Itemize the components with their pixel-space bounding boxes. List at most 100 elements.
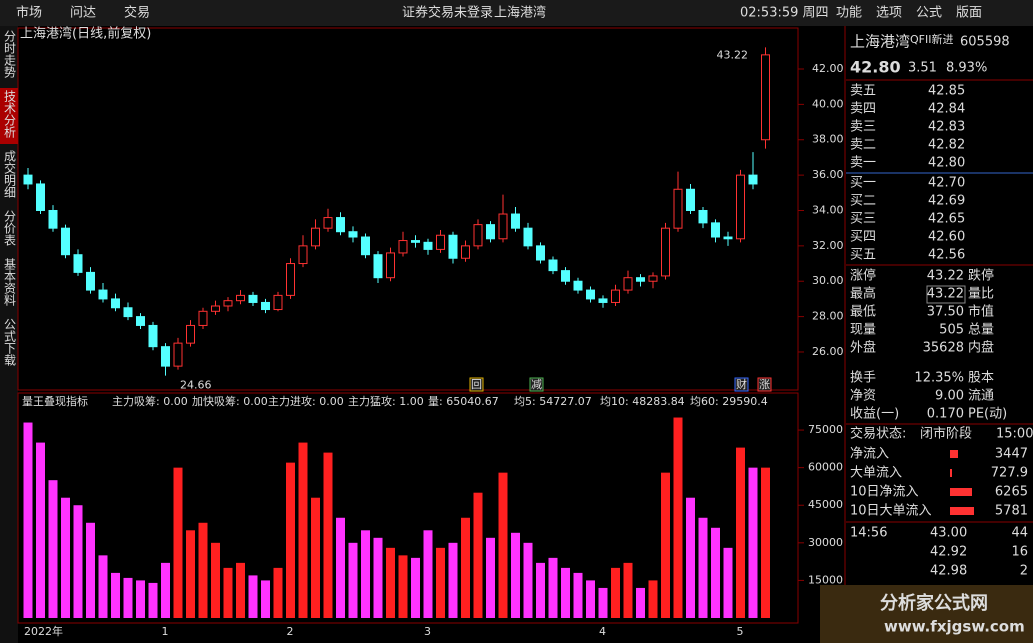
candle-body bbox=[698, 209, 708, 224]
volume-bar bbox=[561, 567, 570, 618]
volume-bar bbox=[36, 442, 45, 618]
event-flag[interactable]: 回 bbox=[471, 378, 482, 391]
candle-body bbox=[48, 209, 58, 229]
y-tick-label: 60000 bbox=[808, 461, 843, 474]
candle-body bbox=[236, 294, 245, 302]
candle-body bbox=[573, 280, 583, 291]
stat-value: 37.50 bbox=[927, 305, 964, 320]
side-tab[interactable]: 分价表 bbox=[3, 210, 17, 246]
flow-value: 6265 bbox=[995, 485, 1028, 500]
candle-body bbox=[336, 217, 345, 233]
menu-item[interactable]: 版面 bbox=[956, 6, 982, 21]
candle-body bbox=[36, 183, 45, 211]
candle-body bbox=[211, 305, 220, 312]
side-tab[interactable]: 基本资料 bbox=[3, 258, 17, 306]
event-flag[interactable]: 财 bbox=[736, 377, 747, 391]
menu-item[interactable]: 功能 bbox=[836, 6, 862, 21]
event-flag[interactable]: 涨 bbox=[759, 378, 770, 391]
candle-body bbox=[311, 227, 320, 247]
tick-volume: 2 bbox=[1020, 564, 1028, 579]
volume-bar bbox=[573, 572, 583, 618]
tick-time: 14:56 bbox=[850, 526, 887, 541]
stat-label: 市值 bbox=[968, 304, 994, 320]
candle-body bbox=[273, 294, 283, 311]
indicator-label: 量: 65040.67 bbox=[428, 395, 499, 408]
y-tick-label: 34.00 bbox=[812, 203, 844, 216]
candle-body bbox=[661, 227, 670, 277]
menu-item[interactable]: 公式 bbox=[916, 6, 942, 21]
candle-body bbox=[511, 213, 520, 229]
book-price: 42.60 bbox=[928, 230, 965, 245]
candle-body bbox=[98, 289, 108, 300]
volume-bar bbox=[261, 580, 270, 618]
y-tick-label: 30.00 bbox=[812, 274, 844, 287]
menu-item[interactable]: 选项 bbox=[876, 6, 902, 21]
volume-bar bbox=[23, 422, 33, 618]
candle-body bbox=[536, 245, 545, 261]
candle-body bbox=[761, 54, 770, 141]
flow-bar bbox=[950, 450, 958, 458]
kline-frame bbox=[17, 27, 799, 391]
candle-body bbox=[386, 252, 395, 279]
side-tab[interactable]: 成交明细 bbox=[3, 150, 17, 198]
y-tick-label: 26.00 bbox=[812, 345, 844, 358]
flow-bar bbox=[950, 488, 972, 496]
event-flag[interactable]: 减 bbox=[531, 378, 542, 391]
menu-item[interactable]: 问达 bbox=[70, 6, 96, 21]
stock-link[interactable]: 上海港湾 bbox=[494, 5, 546, 21]
indicator-label: 均10: 48283.84 bbox=[600, 395, 685, 408]
menu-item[interactable]: 交易 bbox=[124, 5, 150, 21]
candle-body bbox=[436, 234, 445, 250]
y-tick-label: 45000 bbox=[808, 498, 843, 511]
candle-body bbox=[586, 289, 595, 300]
flow-label: 净流入 bbox=[850, 447, 889, 462]
change: 3.51 bbox=[908, 61, 937, 76]
book-label: 买三 bbox=[850, 212, 876, 227]
indicator-label: 主力进攻: 0.00 bbox=[268, 394, 344, 408]
candle-body bbox=[623, 277, 633, 291]
candle-body bbox=[323, 217, 333, 229]
candle-body bbox=[548, 259, 558, 272]
flow-bar bbox=[950, 469, 952, 477]
y-tick-label: 36.00 bbox=[812, 168, 844, 181]
candle-body bbox=[298, 245, 308, 265]
stat-value: 12.35% bbox=[914, 371, 964, 386]
volume-bar bbox=[161, 562, 170, 618]
date-label: 2022年 bbox=[24, 624, 63, 638]
watermark-url: www.fxjgsw.com bbox=[884, 618, 1025, 636]
menu-item[interactable]: 市场 bbox=[16, 5, 42, 21]
candle-body bbox=[111, 298, 120, 309]
date-label: 3 bbox=[424, 625, 431, 638]
date-label: 2 bbox=[287, 625, 294, 638]
price: 42.80 bbox=[850, 58, 901, 77]
volume-bar bbox=[148, 582, 158, 618]
high-label: 43.22 bbox=[717, 48, 749, 61]
low-label: 24.66 bbox=[180, 379, 212, 392]
side-tab[interactable]: 公式下载 bbox=[3, 318, 17, 367]
stat-value: 505 bbox=[939, 323, 964, 338]
side-tab[interactable]: 分时走势 bbox=[3, 30, 17, 78]
volume-bar bbox=[723, 547, 733, 618]
book-label: 买四 bbox=[850, 230, 876, 245]
candle-body bbox=[136, 316, 145, 326]
date-label: 5 bbox=[737, 625, 744, 638]
tick-price: 42.92 bbox=[930, 545, 967, 560]
stat-label: 换手 bbox=[850, 371, 876, 386]
volume-bar bbox=[736, 447, 745, 618]
y-tick-label: 40.00 bbox=[812, 97, 844, 110]
book-label: 卖三 bbox=[850, 120, 876, 135]
book-price: 42.69 bbox=[928, 194, 965, 209]
volume-bar bbox=[136, 580, 145, 618]
flow-label: 大单流入 bbox=[850, 466, 902, 481]
flow-value: 5781 bbox=[995, 504, 1028, 519]
date-label: 4 bbox=[599, 625, 606, 638]
volume-bar bbox=[698, 517, 708, 618]
candle-body bbox=[523, 227, 533, 247]
y-tick-label: 75000 bbox=[808, 423, 843, 436]
book-price: 42.85 bbox=[928, 84, 965, 99]
side-tab[interactable]: 技术分析 bbox=[3, 90, 17, 139]
candle-body bbox=[248, 294, 258, 303]
candle-body bbox=[636, 277, 645, 282]
volume-bar bbox=[361, 530, 370, 618]
candle-body bbox=[648, 275, 658, 282]
